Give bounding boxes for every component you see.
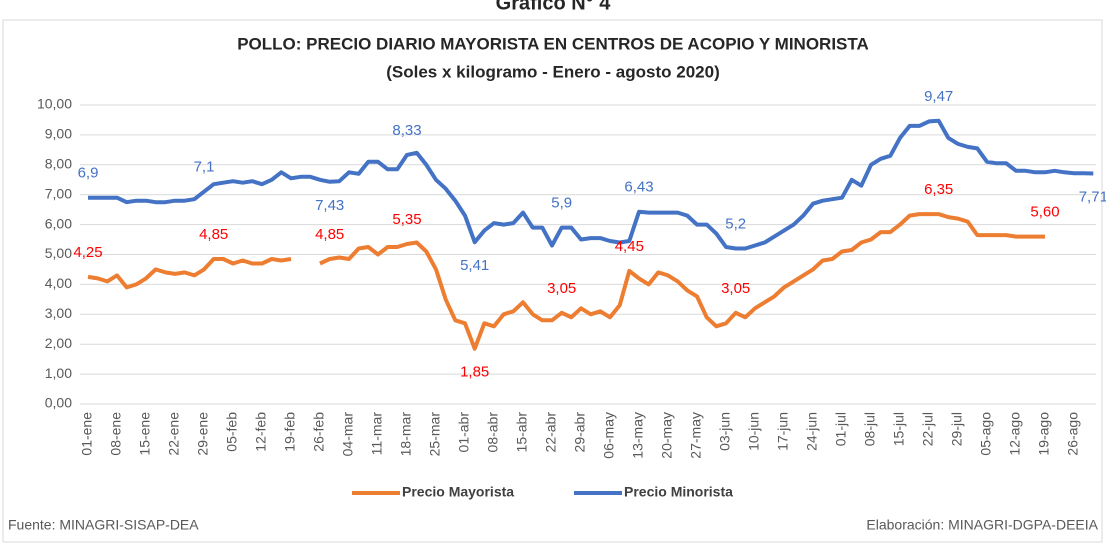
- x-tick-label: 10-jun: [746, 412, 762, 451]
- x-tick-label: 05-feb: [224, 412, 240, 452]
- x-tick-label: 22-abr: [543, 412, 559, 453]
- y-tick-label: 0,00: [45, 395, 72, 411]
- data-label: 5,2: [725, 215, 746, 232]
- x-tick-label: 18-mar: [398, 412, 414, 457]
- y-tick-label: 4,00: [45, 275, 72, 291]
- data-label: 3,05: [721, 280, 750, 297]
- legend-label: Precio Minorista: [624, 484, 733, 500]
- x-tick-label: 11-mar: [369, 412, 385, 456]
- series-line: [87, 212, 1045, 351]
- x-tick-label: 04-mar: [340, 412, 356, 457]
- credit: Elaboración: MINAGRI-DGPA-DEEIA: [866, 517, 1098, 533]
- data-label: 6,35: [924, 181, 953, 198]
- data-label: 3,05: [547, 280, 576, 297]
- header: Gráfico N° 4: [496, 0, 612, 14]
- y-tick-label: 3,00: [45, 305, 72, 321]
- y-tick-label: 7,00: [45, 185, 72, 201]
- x-tick-label: 15-abr: [514, 412, 530, 453]
- legend-label: Precio Mayorista: [402, 484, 514, 500]
- x-tick-label: 24-jun: [804, 412, 820, 451]
- y-tick-label: 6,00: [45, 215, 72, 231]
- x-tick-label: 22-ene: [166, 412, 182, 456]
- data-label: 4,85: [199, 226, 228, 243]
- x-tick-label: 01-jul: [833, 412, 849, 446]
- x-tick-label: 19-ago: [1036, 412, 1052, 456]
- x-tick-label: 25-mar: [427, 412, 443, 457]
- x-tick-label: 29-abr: [572, 412, 588, 453]
- y-tick-label: 1,00: [45, 365, 72, 381]
- x-tick-label: 20-may: [659, 412, 675, 459]
- y-tick-label: 10,00: [37, 96, 72, 112]
- x-tick-label: 12-ago: [1007, 412, 1023, 456]
- x-tick-label: 15-jul: [891, 412, 907, 446]
- data-label: 9,47: [924, 88, 953, 105]
- data-label: 6,9: [78, 165, 99, 182]
- data-label: 5,60: [1030, 204, 1059, 221]
- y-tick-label: 5,00: [45, 245, 72, 261]
- data-label: 4,85: [315, 226, 344, 243]
- y-tick-label: 9,00: [45, 126, 72, 142]
- data-label: 5,35: [392, 211, 421, 228]
- x-tick-label: 01-ene: [79, 412, 95, 456]
- data-label: 4,45: [615, 238, 644, 255]
- x-tick-label: 17-jun: [775, 412, 791, 451]
- x-tick-label: 27-may: [688, 412, 704, 459]
- chart-title: POLLO: PRECIO DIARIO MAYORISTA EN CENTRO…: [237, 34, 869, 53]
- x-tick-label: 03-jun: [717, 412, 733, 451]
- x-tick-label: 01-abr: [456, 412, 472, 453]
- x-tick-label: 26-feb: [311, 412, 327, 452]
- y-tick-label: 2,00: [45, 335, 72, 351]
- x-tick-label: 06-may: [601, 412, 617, 459]
- x-tick-label: 08-abr: [485, 412, 501, 453]
- data-label: 5,41: [460, 257, 489, 274]
- x-tick-label: 08-jul: [862, 412, 878, 446]
- data-label: 4,25: [73, 244, 102, 261]
- data-label: 1,85: [460, 364, 489, 381]
- x-tick-label: 15-ene: [137, 412, 153, 456]
- source: Fuente: MINAGRI-SISAP-DEA: [8, 517, 199, 533]
- data-label: 6,43: [624, 179, 653, 196]
- x-tick-label: 26-ago: [1065, 412, 1081, 456]
- x-tick-label: 08-ene: [108, 412, 124, 456]
- x-tick-label: 13-may: [630, 412, 646, 459]
- series-line: [88, 118, 1094, 251]
- chart-subtitle: (Soles x kilogramo - Enero - agosto 2020…: [386, 62, 719, 81]
- data-label: 7,71: [1079, 188, 1106, 205]
- x-tick-label: 29-jul: [949, 412, 965, 446]
- x-tick-label: 19-feb: [282, 412, 298, 452]
- data-label: 5,9: [551, 195, 572, 212]
- data-label: 7,1: [194, 159, 215, 176]
- x-tick-label: 29-ene: [195, 412, 211, 456]
- x-tick-label: 12-feb: [253, 412, 269, 452]
- data-label: 7,43: [315, 197, 344, 214]
- data-label: 8,33: [392, 122, 421, 139]
- y-tick-label: 8,00: [45, 156, 72, 172]
- chart-frame: [2, 19, 1103, 543]
- x-tick-label: 05-ago: [978, 412, 994, 456]
- x-tick-label: 22-jul: [920, 412, 936, 446]
